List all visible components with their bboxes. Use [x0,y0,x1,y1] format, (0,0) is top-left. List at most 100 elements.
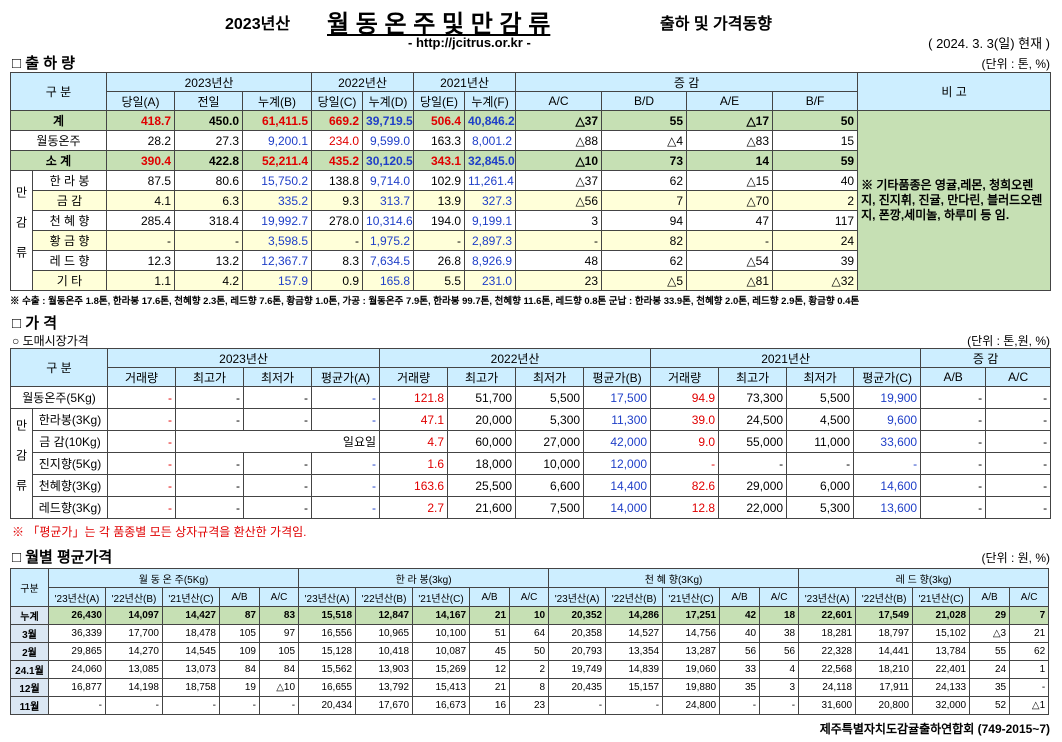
value-cell: △83 [686,130,774,151]
value-cell: 28.2 [106,130,176,151]
row-label: 황 금 향 [31,230,108,251]
header-cell: 최저가 [786,367,855,387]
value-cell: 27,000 [515,430,585,453]
value-cell: 165.8 [362,270,415,291]
value-cell: 16 [469,696,511,715]
value-cell: 9.3 [311,190,364,211]
value-cell: 23 [509,696,550,715]
value-cell: - [719,696,761,715]
value-cell: 42 [719,606,761,625]
unit: (단위 : 톤,원, %) [967,334,1050,348]
value-cell: - [174,230,244,251]
value-cell: 14,286 [605,606,664,625]
value-cell: - [107,452,177,475]
value-cell: △10 [515,150,603,171]
row-label: 소 계 [9,150,108,171]
header-cell: 최고가 [447,367,517,387]
value-cell: 16,673 [412,696,471,715]
row: 만감류 한라봉(3Kg) - - - -47.1 20,000 5,300 11,300 39.0… [10,408,1052,519]
value-cell: 14,839 [605,660,664,679]
value-cell: 24 [772,230,859,251]
value-cell: 2,897.3 [464,230,517,251]
value-cell: 21 [469,606,511,625]
group-label: 만감류 [10,170,33,291]
value-cell: 14,400 [583,474,652,497]
value-cell: 13.2 [174,250,244,271]
row: 12월 16,877 14,198 18,758 19 △10 16,655 13,792 15… [10,678,1050,697]
value-cell: - [853,452,922,475]
value-cell: △70 [686,190,774,211]
value-cell: 231.0 [464,270,517,291]
header-cell: 2023년산 [107,348,381,368]
header-cell: 평균가(C) [853,367,922,387]
value-cell: 234.0 [311,130,364,151]
row-label: 월동온주(5Kg) [9,386,109,409]
value-cell: △37 [515,170,603,191]
header-cell: '21년산(C) [412,587,471,607]
unit: (단위 : 원, %) [981,551,1050,565]
section-title: □ 월별 평균가격 [12,549,113,566]
value-cell: 669.2 [311,110,364,131]
value-cell: 84 [258,660,300,679]
header-cell: 구 분 [9,348,109,387]
header-cell: B/D [601,91,688,111]
value-cell: 40 [719,624,761,643]
value-cell: 13,287 [662,642,721,661]
value-cell: 18,758 [162,678,220,697]
value-cell: △10 [258,678,300,697]
value-cell: 102.9 [413,170,466,191]
value-cell: 4.1 [106,190,176,211]
value-cell: 7 [601,190,688,211]
value-cell: 80.6 [174,170,244,191]
value-cell: 47.1 [379,408,449,431]
value-cell: 29,000 [718,474,788,497]
value-cell: 82 [601,230,688,251]
value-cell: - [920,496,987,519]
value-cell: - [985,474,1052,497]
row: 금 감 4.1 6.3 335.2 9.3 313.7 13.9 327.3 △56 7 △70 2 [11,190,1051,211]
value-cell: 5,500 [515,386,585,409]
value-cell: 17,911 [855,678,914,697]
value-cell: 14,600 [853,474,922,497]
value-cell: - [107,474,177,497]
subtitle: 출하 및 가격동향 [660,16,772,33]
value-cell: - [162,696,220,715]
value-cell: 82.6 [650,474,720,497]
value-cell: - [985,386,1052,409]
header-cell: 구분 [10,568,49,607]
value-cell: 5,300 [786,496,855,519]
row-label: 11월 [10,696,49,715]
value-cell: 20,434 [298,696,357,715]
price-table: 구 분 2023년산 2022년산 2021년산 증 감 거래량 최고가 최저가 평균가(A) 거… [9,348,1052,519]
value-cell: 422.8 [174,150,244,171]
value-cell: 24,060 [48,660,106,679]
value-cell: - [243,496,313,519]
value-cell: 13,600 [853,496,922,519]
value-cell: 15,102 [912,624,971,643]
header-cell: 최저가 [243,367,313,387]
value-cell: 13,073 [162,660,220,679]
header-cell: '22년산(B) [355,587,414,607]
value-cell: - [107,496,177,519]
value-cell: 10,087 [412,642,471,661]
value-cell: 39.0 [650,408,720,431]
row: 당일(A) 전일 누계(B) 당일(C) 누계(D) 당일(E) 누계(F) A/C B/D A/… [11,91,1051,111]
value-cell: 2.7 [379,496,449,519]
value-cell: - [175,452,245,475]
value-cell: 60,000 [447,430,517,453]
value-cell: 105 [258,642,300,661]
url: - http://jcitrus.or.kr - [408,35,531,50]
value-cell: - [605,696,664,715]
value-cell: - [175,474,245,497]
value-cell: 33 [719,660,761,679]
value-cell: △88 [515,130,603,151]
value-cell: 83 [258,606,300,625]
header-cell: A/B [719,587,761,607]
value-cell: 18,478 [162,624,220,643]
row: 황 금 향 - -3,598.5-1,975.2-2,897.3-82-24 [11,230,1051,251]
value-cell: - [686,230,774,251]
header-cell: '21년산(C) [912,587,971,607]
value-cell: 12 [469,660,511,679]
value-cell: 19,749 [548,660,607,679]
value-cell: 17,700 [105,624,163,643]
